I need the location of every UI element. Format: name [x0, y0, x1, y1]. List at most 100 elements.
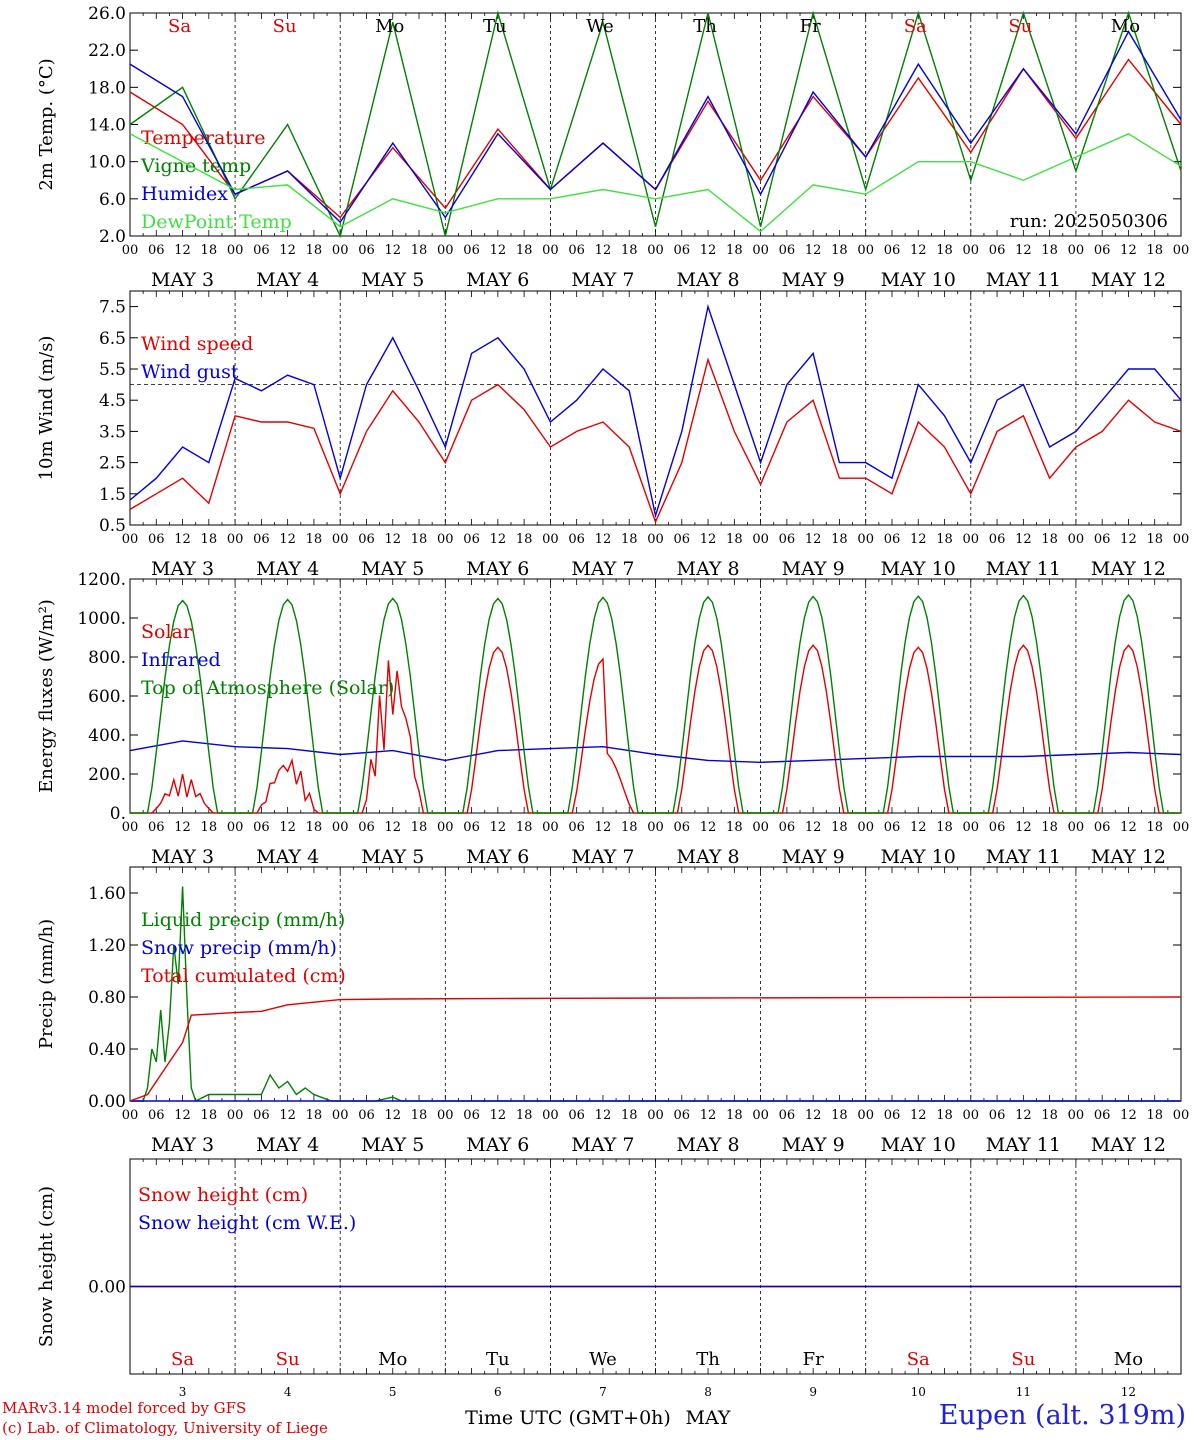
hour-label: 18 [1146, 1108, 1163, 1123]
legend-entry: Humidex [141, 183, 228, 205]
hour-label: 18 [516, 243, 533, 258]
date-label: MAY 11 [986, 1134, 1061, 1156]
date-label: MAY 8 [677, 558, 740, 580]
hour-label: 12 [910, 243, 927, 258]
hour-label: 18 [726, 1108, 743, 1123]
hour-label: 00 [647, 1108, 664, 1123]
hour-label: 18 [201, 820, 218, 835]
legend-entry: Infrared [141, 649, 221, 671]
y-tick-label: 4.5 [99, 391, 126, 411]
hour-label: 06 [674, 1108, 691, 1123]
hour-label: 18 [306, 820, 323, 835]
hour-label: 00 [963, 1108, 980, 1123]
hour-label: 06 [358, 1108, 375, 1123]
hour-label: 00 [1068, 243, 1085, 258]
hour-label: 00 [542, 1108, 559, 1123]
date-label: MAY 9 [782, 1134, 845, 1156]
legend-entry: Top of Atmosphere (Solar) [141, 677, 394, 699]
hour-label: 12 [174, 1108, 191, 1123]
day-name: Th [696, 1349, 720, 1370]
hour-label: 12 [1120, 532, 1137, 547]
hour-label: 00 [542, 243, 559, 258]
hour-label: 18 [936, 243, 953, 258]
hour-label: 06 [148, 243, 165, 258]
hour-label: 18 [306, 243, 323, 258]
y-tick-label: 1.5 [99, 485, 126, 505]
hour-label: 00 [227, 820, 244, 835]
hour-label: 00 [437, 532, 454, 547]
date-label: MAY 7 [571, 1134, 634, 1156]
series-line-dewpoint-temp [129, 133, 1182, 233]
hour-label: 06 [358, 820, 375, 835]
date-label: MAY 4 [256, 1134, 319, 1156]
hour-label: 12 [384, 243, 401, 258]
hour-label: 00 [857, 532, 874, 547]
y-axis-label: Precip (mm/h) [36, 919, 57, 1049]
hour-label: 18 [621, 243, 638, 258]
hour-label: 00 [1068, 532, 1085, 547]
hour-label: 06 [148, 532, 165, 547]
hour-label: 06 [463, 820, 480, 835]
hour-label: 18 [1041, 243, 1058, 258]
legend-entry: Liquid precip (mm/h) [141, 909, 345, 931]
day-name: Tu [483, 16, 507, 37]
day-name: Mo [1114, 1349, 1143, 1370]
hour-label: 12 [490, 1108, 507, 1123]
hour-label: 06 [989, 1108, 1006, 1123]
date-label: MAY 10 [881, 846, 956, 868]
hour-label: 18 [936, 820, 953, 835]
day-number: 4 [284, 1385, 292, 1399]
hour-label: 00 [542, 820, 559, 835]
hour-label: 12 [805, 243, 822, 258]
hour-label: 12 [279, 1108, 296, 1123]
hour-label: 12 [279, 532, 296, 547]
date-label: MAY 8 [677, 269, 740, 291]
hour-label: 06 [1094, 243, 1111, 258]
hour-label: 18 [1041, 820, 1058, 835]
y-tick-label: 800. [88, 648, 126, 668]
hour-label: 06 [884, 820, 901, 835]
day-number: 6 [494, 1385, 502, 1399]
y-tick-label: 0.40 [88, 1040, 126, 1060]
y-axis-label: 10m Wind (m/s) [36, 336, 57, 481]
y-tick-label: 2.0 [99, 227, 126, 247]
hour-label: 18 [726, 243, 743, 258]
date-label: MAY 9 [782, 269, 845, 291]
legend-entry: Snow height (cm) [138, 1184, 308, 1206]
hour-label: 12 [805, 820, 822, 835]
hour-label: 18 [621, 532, 638, 547]
hour-label: 06 [253, 532, 270, 547]
y-tick-label: 22.0 [88, 41, 126, 61]
date-label: MAY 4 [256, 269, 319, 291]
date-label: MAY 12 [1091, 1134, 1166, 1156]
hour-label: 00 [963, 532, 980, 547]
hour-label: 06 [884, 243, 901, 258]
station-name: Eupen (alt. 319m) [938, 1400, 1186, 1431]
date-label: MAY 6 [466, 846, 529, 868]
y-tick-label: 5.5 [99, 360, 126, 380]
hour-label: 00 [1173, 1108, 1190, 1123]
day-name: Sa [171, 1349, 194, 1370]
y-tick-label: 2.5 [99, 454, 126, 474]
hour-label: 06 [779, 1108, 796, 1123]
hour-label: 00 [332, 1108, 349, 1123]
hour-label: 00 [437, 1108, 454, 1123]
hour-label: 18 [411, 820, 428, 835]
hour-label: 00 [647, 820, 664, 835]
hour-label: 18 [201, 532, 218, 547]
day-name: We [586, 16, 614, 37]
hour-label: 18 [936, 1108, 953, 1123]
date-label: MAY 3 [151, 846, 214, 868]
day-number: 9 [809, 1385, 817, 1399]
hour-label: 06 [148, 820, 165, 835]
panel-1: 2.0 6.0 10.0 14.0 18.0 22.0 26.0 2m Temp. (°C) T… [36, 4, 1189, 291]
y-tick-label: 0.00 [88, 1092, 126, 1112]
legend-entry: Snow height (cm W.E.) [138, 1212, 356, 1234]
hour-label: 00 [332, 243, 349, 258]
date-label: MAY 6 [466, 269, 529, 291]
hour-label: 12 [490, 820, 507, 835]
hour-label: 00 [1068, 820, 1085, 835]
date-label: MAY 5 [361, 269, 424, 291]
date-label: MAY 12 [1091, 846, 1166, 868]
